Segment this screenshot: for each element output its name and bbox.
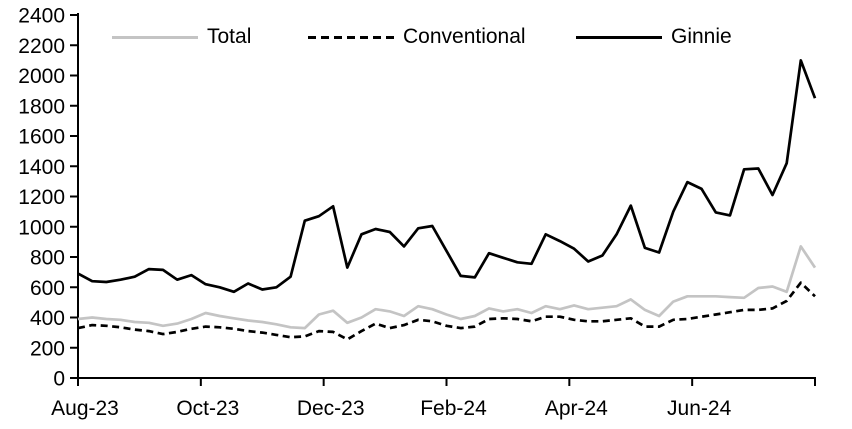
y-tick-label: 1600 — [18, 126, 65, 149]
x-tick-label: Dec-23 — [297, 397, 365, 420]
y-tick-label: 400 — [30, 307, 65, 330]
y-tick-label: 1200 — [18, 186, 65, 209]
y-tick-label: 800 — [30, 247, 65, 270]
y-tick-label: 1400 — [18, 156, 65, 179]
y-tick-label: 0 — [53, 368, 65, 391]
x-tick-label: Jun-24 — [667, 397, 732, 420]
legend-ginnie-label: Ginnie — [671, 25, 732, 48]
legend-item-total: Total — [112, 26, 251, 48]
legend-conventional-label: Conventional — [403, 25, 526, 48]
legend-conventional-line-swatch — [308, 35, 394, 39]
x-tick-label: Feb-24 — [420, 397, 487, 420]
x-tick-label: Aug-23 — [51, 397, 119, 420]
x-tick-label: Oct-23 — [176, 397, 239, 420]
legend-total-label: Total — [207, 25, 252, 48]
y-tick-label: 2200 — [18, 35, 65, 58]
y-tick-label: 2400 — [18, 5, 65, 28]
series-line-ginnie — [77, 59, 817, 294]
y-tick-label: 200 — [30, 337, 65, 360]
legend-item-conventional: Conventional — [308, 26, 526, 48]
y-tick-label: 2000 — [18, 65, 65, 88]
y-tick-label: 600 — [30, 277, 65, 300]
series-line-conventional — [77, 281, 816, 341]
y-tick-label: 1000 — [18, 216, 65, 239]
legend-total-line-swatch — [112, 35, 198, 39]
series-line-total — [77, 245, 817, 330]
x-tick-label: Apr-24 — [545, 397, 608, 420]
y-tick-label: 1800 — [18, 95, 65, 118]
legend-ginnie-line-swatch — [576, 35, 662, 39]
legend-item-ginnie: Ginnie — [576, 26, 732, 48]
